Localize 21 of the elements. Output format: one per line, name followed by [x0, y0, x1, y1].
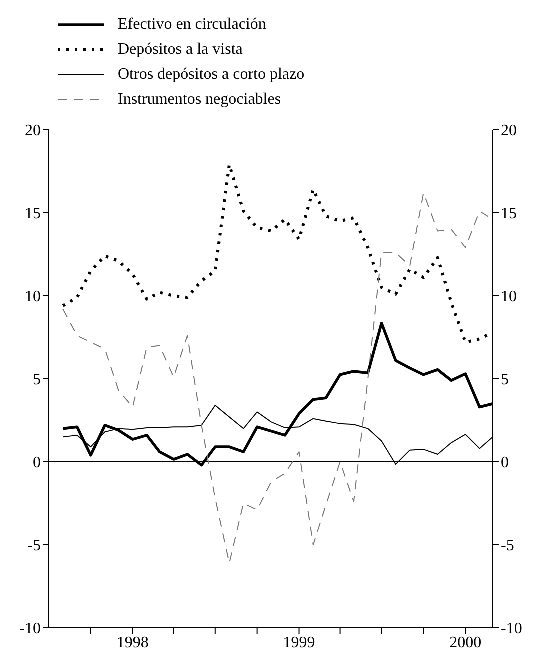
legend-label: Instrumentos negociables	[118, 90, 282, 108]
legend-label: Otros depósitos a corto plazo	[118, 66, 305, 84]
x-tick-label: 2000	[450, 634, 482, 652]
y2-tick-label: 15	[501, 206, 517, 223]
y-tick-label: 15	[25, 206, 41, 223]
legend-label: Efectivo en circulación	[118, 16, 266, 34]
y2-tick-label: -10	[501, 620, 522, 638]
y2-tick-label: 20	[501, 122, 517, 140]
y2-tick-label: 10	[501, 288, 517, 306]
y-tick-label: -10	[20, 620, 41, 638]
y-tick-label: 0	[33, 454, 41, 472]
y-tick-label: 20	[25, 122, 41, 140]
y2-tick-label: 0	[501, 454, 509, 472]
y-tick-label: -5	[28, 538, 41, 555]
y-tick-label: 10	[25, 288, 41, 306]
y-tick-label: 5	[33, 372, 41, 389]
legend-label: Depósitos a la vista	[118, 40, 243, 58]
x-tick-label: 1999	[283, 634, 316, 652]
x-tick-label: 1998	[116, 634, 149, 652]
y2-tick-label: 5	[501, 372, 509, 389]
y2-tick-label: -5	[501, 538, 514, 555]
